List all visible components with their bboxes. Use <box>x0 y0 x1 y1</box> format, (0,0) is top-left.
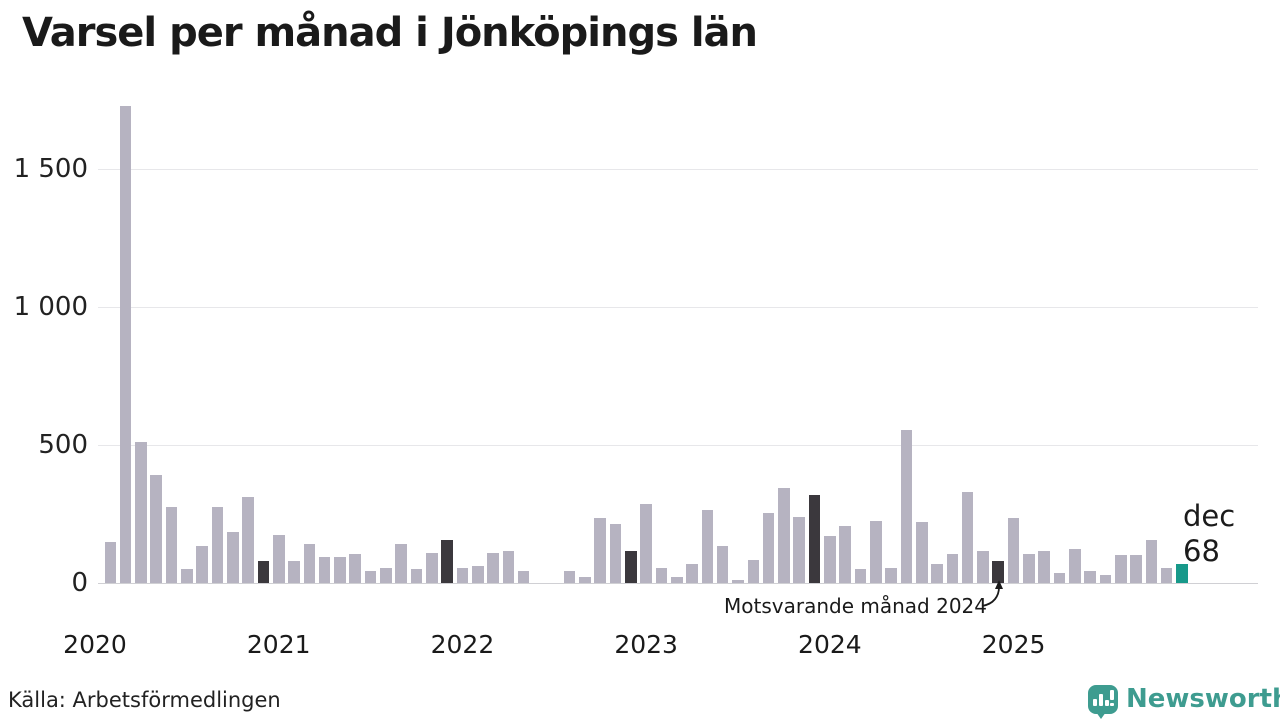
y-tick-label: 1 000 <box>13 292 88 322</box>
bar-feb-2020 <box>104 541 117 583</box>
bar-feb-2024 <box>839 526 851 583</box>
bar-okt-2022 <box>594 518 606 583</box>
bar-jul-2024 <box>915 522 928 583</box>
current-month-value: 68 <box>1183 534 1220 568</box>
bar-jul-2021 <box>364 570 377 583</box>
bar-jul-2020 <box>181 569 193 583</box>
bar-mar-2024 <box>854 569 867 583</box>
bar-okt-2020 <box>226 531 239 583</box>
y-tick-label: 500 <box>38 430 88 460</box>
bar-nov-2020 <box>242 497 254 583</box>
current-month-value-label: dec 68 <box>1183 499 1235 569</box>
bar-aug-2024 <box>931 563 943 583</box>
bar-sep-2022 <box>579 577 591 583</box>
bar-apr-2023 <box>686 563 698 583</box>
gridline-500 <box>98 445 1258 446</box>
bar-jan-2021 <box>272 534 285 583</box>
bar-maj-2025 <box>1069 548 1081 583</box>
bar-aug-2025 <box>1114 555 1127 583</box>
bar-jun-2020 <box>165 507 178 583</box>
bar-jan-2022 <box>456 567 469 583</box>
bar-nov-2024 <box>977 551 989 583</box>
bar-mar-2021 <box>303 544 316 583</box>
bar-sep-2024 <box>946 554 959 583</box>
bar-feb-2022 <box>471 566 484 583</box>
bar-dec-2020 <box>257 560 270 583</box>
bar-maj-2020 <box>150 475 163 583</box>
bar-feb-2025 <box>1023 554 1035 583</box>
gridline-1500 <box>98 169 1258 170</box>
bar-sep-2021 <box>395 544 407 583</box>
bar-nov-2022 <box>609 523 622 583</box>
bar-mar-2020 <box>119 106 132 583</box>
bar-maj-2023 <box>701 509 714 583</box>
bar-feb-2021 <box>288 560 300 583</box>
bar-jan-2025 <box>1007 518 1020 583</box>
bar-jun-2021 <box>349 554 362 583</box>
y-tick-label: 0 <box>71 568 88 598</box>
bar-maj-2024 <box>885 567 897 583</box>
annotation-arrow-icon <box>981 580 1003 607</box>
y-tick-label: 1 500 <box>13 154 88 184</box>
bar-dec-2024 <box>992 560 1005 583</box>
bar-okt-2023 <box>778 487 790 583</box>
bar-dec-2021 <box>441 540 453 583</box>
chart-title: Varsel per månad i Jönköpings län <box>22 10 758 56</box>
bar-jan-2023 <box>640 504 652 583</box>
bar-dec-2022 <box>625 551 637 583</box>
bar-nov-2023 <box>793 516 806 583</box>
bar-aug-2021 <box>380 567 392 583</box>
x-tick-label-2021: 2021 <box>246 630 311 659</box>
newsworthy-logo: Newsworthy <box>1088 684 1280 719</box>
bar-maj-2021 <box>334 556 346 583</box>
bar-aug-2023 <box>747 559 760 583</box>
bar-maj-2022 <box>517 570 530 583</box>
bar-jun-2025 <box>1084 570 1096 583</box>
bar-apr-2020 <box>135 442 147 583</box>
plot-area <box>98 100 1258 584</box>
x-tick-label-2024: 2024 <box>798 630 862 659</box>
bar-okt-2024 <box>961 491 974 583</box>
bar-apr-2021 <box>318 556 331 583</box>
bar-apr-2025 <box>1053 573 1066 583</box>
bar-sep-2025 <box>1130 555 1142 583</box>
gridline-0 <box>98 583 1258 584</box>
x-tick-label-2025: 2025 <box>981 630 1046 659</box>
bar-dec-2025 <box>1176 564 1188 583</box>
bar-nov-2021 <box>426 552 438 583</box>
bar-jul-2023 <box>732 580 744 583</box>
bar-jul-2025 <box>1099 574 1112 583</box>
logo-tail <box>1096 712 1106 719</box>
x-tick-label-2020: 2020 <box>63 630 127 659</box>
source-label: Källa: Arbetsförmedlingen <box>8 688 281 712</box>
bar-okt-2021 <box>410 569 423 583</box>
x-tick-label-2023: 2023 <box>614 630 678 659</box>
bar-jan-2024 <box>824 536 836 583</box>
annotation-compare-month: Motsvarande månad 2024 <box>724 594 987 618</box>
bar-dec-2023 <box>808 494 821 583</box>
bar-sep-2020 <box>211 507 224 583</box>
newsworthy-bubble-chart-icon <box>1088 685 1118 714</box>
bar-aug-2020 <box>196 545 208 583</box>
bar-mar-2025 <box>1038 551 1050 583</box>
bar-jun-2024 <box>900 429 913 583</box>
bar-feb-2023 <box>655 567 668 583</box>
newsworthy-wordmark: Newsworthy <box>1126 684 1280 714</box>
bar-aug-2022 <box>563 570 576 583</box>
bar-mar-2022 <box>487 552 499 583</box>
gridline-1000 <box>98 307 1258 308</box>
bar-sep-2023 <box>762 512 775 583</box>
current-month-name: dec <box>1183 499 1236 533</box>
bar-mar-2023 <box>670 577 683 583</box>
x-tick-label-2022: 2022 <box>430 630 495 659</box>
bar-okt-2025 <box>1145 540 1158 583</box>
bar-apr-2024 <box>870 520 882 583</box>
bar-nov-2025 <box>1160 567 1173 583</box>
bar-jun-2023 <box>716 545 729 583</box>
bar-apr-2022 <box>502 551 515 583</box>
